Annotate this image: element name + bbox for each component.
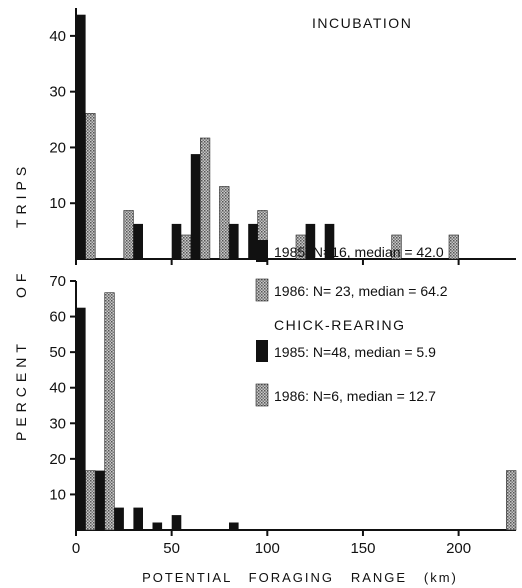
panel-title: INCUBATION	[312, 15, 412, 31]
x-tick-label: 150	[350, 540, 375, 557]
legend-swatch-1986	[255, 383, 269, 407]
legend-swatch-1985	[256, 340, 268, 362]
x-tick-label: 50	[163, 540, 180, 557]
bar-1985	[190, 154, 201, 259]
x-axis-ticks: 0 50 100 150 200	[72, 259, 471, 557]
legend-swatch-1986	[255, 278, 269, 302]
legend-label-1985: 1985: N=48, median = 5.9	[274, 344, 436, 360]
bar-1985	[133, 507, 143, 530]
y-tick-label: 30	[49, 415, 66, 432]
bar-1985	[76, 14, 86, 260]
y-tick-label: 20	[49, 451, 66, 468]
bar-1986	[200, 137, 211, 260]
bar-1985	[114, 507, 124, 530]
bar-1985	[152, 522, 163, 530]
x-tick-label: 0	[72, 540, 80, 557]
bar-1986	[104, 292, 115, 531]
y-axis-label-trips: TRIPS	[13, 162, 29, 228]
bar-1985	[76, 307, 86, 530]
bar-1986	[295, 234, 306, 260]
bar-1986	[180, 234, 192, 260]
legend-label-1986: 1986: N= 23, median = 64.2	[274, 283, 448, 299]
bar-1985	[324, 223, 335, 259]
panel-title: CHICK-REARING	[274, 317, 406, 333]
incubation-panel: 10 20 30 40 INCUBATION 1985: N=16, median = 4…	[49, 8, 516, 302]
y-tick-label: 50	[49, 344, 66, 361]
y-tick-label: 20	[49, 139, 66, 156]
bar-1985	[305, 223, 316, 259]
x-axis-label: POTENTIAL FORAGING RANGE (km)	[142, 570, 458, 585]
y-tick-label: 60	[49, 309, 66, 326]
y-tick-label: 30	[49, 84, 66, 101]
bar-1985	[133, 223, 143, 259]
bar-1985	[248, 223, 258, 259]
bar-1985	[171, 223, 182, 259]
y-tick-label: 40	[49, 380, 66, 397]
bar-1986	[85, 470, 96, 531]
x-tick-label: 100	[255, 540, 280, 557]
bar-1986	[85, 113, 96, 260]
bar-1986	[506, 470, 517, 531]
bar-1986	[448, 234, 459, 260]
bar-1985	[229, 522, 239, 530]
chick-rearing-panel: 10 20 30 40 50 60 70 CHICK-REARING 1985: N=48, m…	[49, 273, 517, 531]
bar-1985	[171, 515, 182, 530]
bar-1986	[219, 186, 230, 260]
bar-1986	[391, 234, 402, 260]
y-tick-label: 70	[49, 273, 66, 290]
y-axis-label-of: OF	[13, 269, 29, 298]
y-tick-label: 10	[49, 486, 66, 503]
legend-label-1986: 1986: N=6, median = 12.7	[274, 388, 436, 404]
y-tick-label: 40	[49, 28, 66, 45]
y-axis-label-percent: PERCENT	[13, 339, 29, 441]
y-tick-label: 10	[49, 195, 66, 212]
legend-label-1985: 1985: N=16, median = 42.0	[274, 244, 444, 260]
legend-swatch-1985	[256, 240, 268, 262]
x-tick-label: 200	[446, 540, 471, 557]
bar-1985	[229, 223, 239, 259]
bar-1986	[123, 210, 134, 260]
bar-1985	[95, 470, 105, 530]
